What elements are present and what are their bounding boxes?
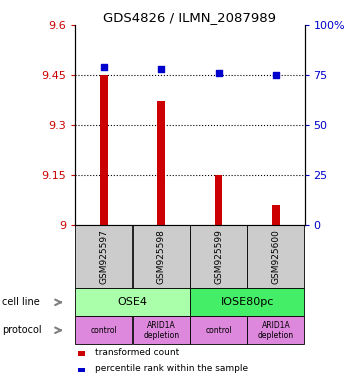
Text: transformed count: transformed count [95,348,179,357]
Bar [272,205,280,225]
Text: IOSE80pc: IOSE80pc [220,297,274,307]
Point [273,72,279,78]
Text: protocol: protocol [2,325,41,335]
Text: GSM925600: GSM925600 [271,229,280,284]
Text: ARID1A
depletion: ARID1A depletion [143,321,179,340]
FancyBboxPatch shape [247,225,304,288]
FancyBboxPatch shape [75,288,190,316]
FancyBboxPatch shape [190,288,304,316]
Text: control: control [205,326,232,335]
Text: cell line: cell line [2,297,40,307]
Text: OSE4: OSE4 [118,297,148,307]
Text: GSM925599: GSM925599 [214,229,223,284]
Title: GDS4826 / ILMN_2087989: GDS4826 / ILMN_2087989 [103,11,276,24]
FancyBboxPatch shape [133,316,190,344]
Text: GSM925597: GSM925597 [99,229,108,284]
FancyBboxPatch shape [133,225,190,288]
Point [159,66,164,72]
Bar [215,175,222,225]
Text: control: control [91,326,117,335]
Bar [158,101,165,225]
FancyBboxPatch shape [247,316,304,344]
Text: GSM925598: GSM925598 [157,229,166,284]
FancyBboxPatch shape [75,316,132,344]
Bar [78,367,85,372]
Bar [78,351,85,356]
Text: ARID1A
depletion: ARID1A depletion [258,321,294,340]
Point [101,64,107,70]
FancyBboxPatch shape [190,225,247,288]
Text: percentile rank within the sample: percentile rank within the sample [95,364,248,373]
FancyBboxPatch shape [190,316,247,344]
Bar [100,75,108,225]
FancyBboxPatch shape [75,225,132,288]
Point [216,70,221,76]
